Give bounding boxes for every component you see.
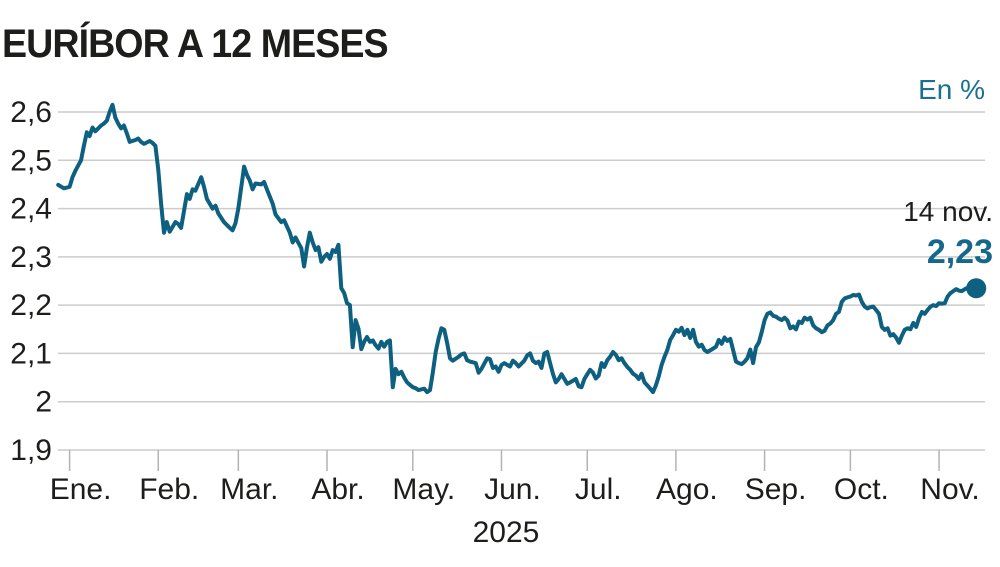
x-axis-tick-label: May. bbox=[392, 473, 455, 506]
last-point-date-label: 14 nov. bbox=[903, 196, 993, 227]
chart-title: EURÍBOR A 12 MESES bbox=[2, 22, 389, 66]
y-axis-tick-label: 2,2 bbox=[10, 289, 52, 322]
x-axis-tick-label: Jul. bbox=[575, 473, 622, 506]
x-axis-tick-label: Ene. bbox=[50, 473, 112, 506]
y-axis-tick-label: 2,3 bbox=[10, 241, 52, 274]
x-axis-tick-label: Sep. bbox=[745, 473, 807, 506]
y-axis-tick-label: 1,9 bbox=[10, 434, 52, 467]
x-axis-year-label: 2025 bbox=[472, 516, 540, 549]
x-axis-tick-label: Ago. bbox=[656, 473, 718, 506]
x-axis-tick-label: Mar. bbox=[220, 473, 278, 506]
euribor-series-line bbox=[56, 102, 979, 395]
x-axis-tick-label: Nov. bbox=[920, 473, 979, 506]
x-axis-tick-label: Feb. bbox=[139, 473, 199, 506]
x-axis-tick-label: Abr. bbox=[311, 473, 364, 506]
last-point-marker bbox=[966, 278, 987, 299]
y-axis-tick-label: 2 bbox=[35, 386, 52, 419]
unit-label: En % bbox=[918, 74, 985, 105]
y-axis-tick-label: 2,5 bbox=[10, 144, 52, 177]
x-axis-tick-label: Oct. bbox=[834, 473, 889, 506]
y-axis-tick-label: 2,4 bbox=[10, 193, 52, 226]
y-axis-tick-label: 2,1 bbox=[10, 337, 52, 370]
y-axis-tick-label: 2,6 bbox=[10, 96, 52, 129]
x-axis-tick-label: Jun. bbox=[484, 473, 541, 506]
last-point-value-label: 2,23 bbox=[926, 233, 993, 271]
